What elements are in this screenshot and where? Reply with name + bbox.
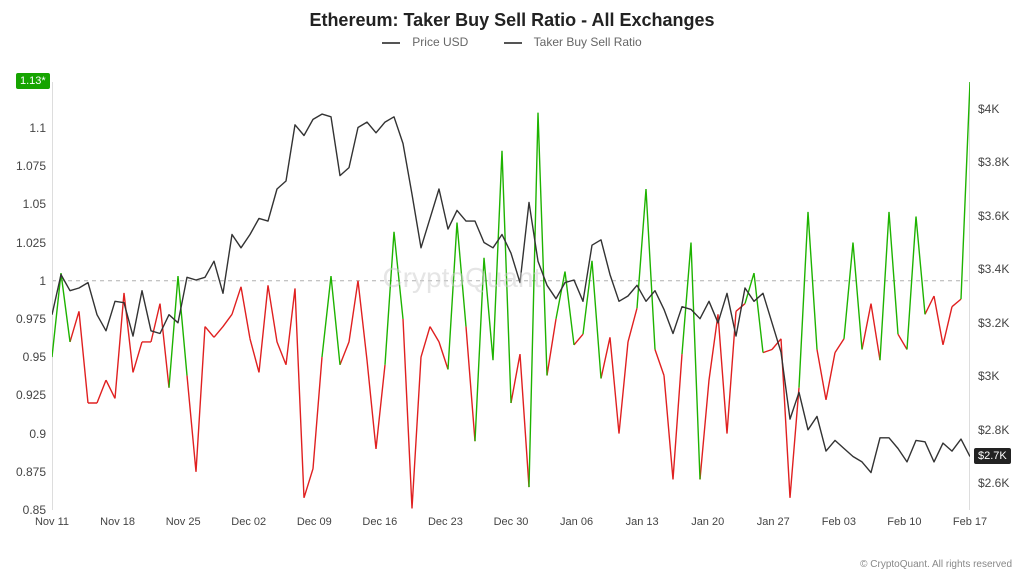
x-tick: Feb 03 bbox=[822, 516, 856, 528]
y-left-tick: 1.1 bbox=[6, 121, 46, 135]
footer-text: © CryptoQuant. All rights reserved bbox=[860, 559, 1012, 570]
legend-label: Taker Buy Sell Ratio bbox=[534, 35, 642, 49]
x-tick: Feb 17 bbox=[953, 516, 987, 528]
y-left-tick: 0.95 bbox=[6, 350, 46, 364]
y-left-tick: 0.975 bbox=[6, 312, 46, 326]
y-left-tick: 1.05 bbox=[6, 197, 46, 211]
y-left-tick: 0.925 bbox=[6, 388, 46, 402]
x-tick: Jan 27 bbox=[757, 516, 790, 528]
y-left-tick: 0.875 bbox=[6, 465, 46, 479]
y-right-tick: $2.8K bbox=[978, 423, 1018, 437]
legend-item-ratio: Taker Buy Sell Ratio bbox=[496, 35, 650, 49]
x-tick: Dec 02 bbox=[231, 516, 266, 528]
x-tick: Nov 18 bbox=[100, 516, 135, 528]
legend-item-price: Price USD bbox=[374, 35, 476, 49]
x-tick: Dec 23 bbox=[428, 516, 463, 528]
y-right-tick: $4K bbox=[978, 102, 1018, 116]
y-right-tick: $3.2K bbox=[978, 316, 1018, 330]
x-tick: Jan 06 bbox=[560, 516, 593, 528]
y-right-tick: $2.6K bbox=[978, 476, 1018, 490]
x-tick: Jan 13 bbox=[626, 516, 659, 528]
x-tick: Jan 20 bbox=[691, 516, 724, 528]
y-left-tick: 1 bbox=[6, 274, 46, 288]
x-tick: Feb 10 bbox=[887, 516, 921, 528]
y-left-tick: 0.85 bbox=[6, 503, 46, 517]
current-price-badge: $2.7K bbox=[974, 448, 1011, 464]
chart-legend: Price USD Taker Buy Sell Ratio bbox=[0, 35, 1024, 49]
y-left-tick: 1.075 bbox=[6, 159, 46, 173]
x-tick: Dec 16 bbox=[362, 516, 397, 528]
x-tick: Dec 09 bbox=[297, 516, 332, 528]
legend-dash-icon bbox=[382, 42, 400, 44]
y-left-tick: 0.9 bbox=[6, 427, 46, 441]
current-ratio-badge: 1.13* bbox=[16, 73, 50, 89]
legend-dash-icon bbox=[504, 42, 522, 44]
y-right-tick: $3.4K bbox=[978, 262, 1018, 276]
y-right-tick: $3K bbox=[978, 369, 1018, 383]
x-tick: Nov 11 bbox=[35, 516, 69, 528]
x-tick: Dec 30 bbox=[494, 516, 529, 528]
y-left-tick: 1.025 bbox=[6, 236, 46, 250]
y-right-tick: $3.6K bbox=[978, 209, 1018, 223]
chart-title: Ethereum: Taker Buy Sell Ratio - All Exc… bbox=[0, 0, 1024, 31]
x-tick: Nov 25 bbox=[166, 516, 201, 528]
legend-label: Price USD bbox=[412, 35, 468, 49]
y-right-tick: $3.8K bbox=[978, 155, 1018, 169]
chart-plot-area bbox=[52, 82, 970, 510]
